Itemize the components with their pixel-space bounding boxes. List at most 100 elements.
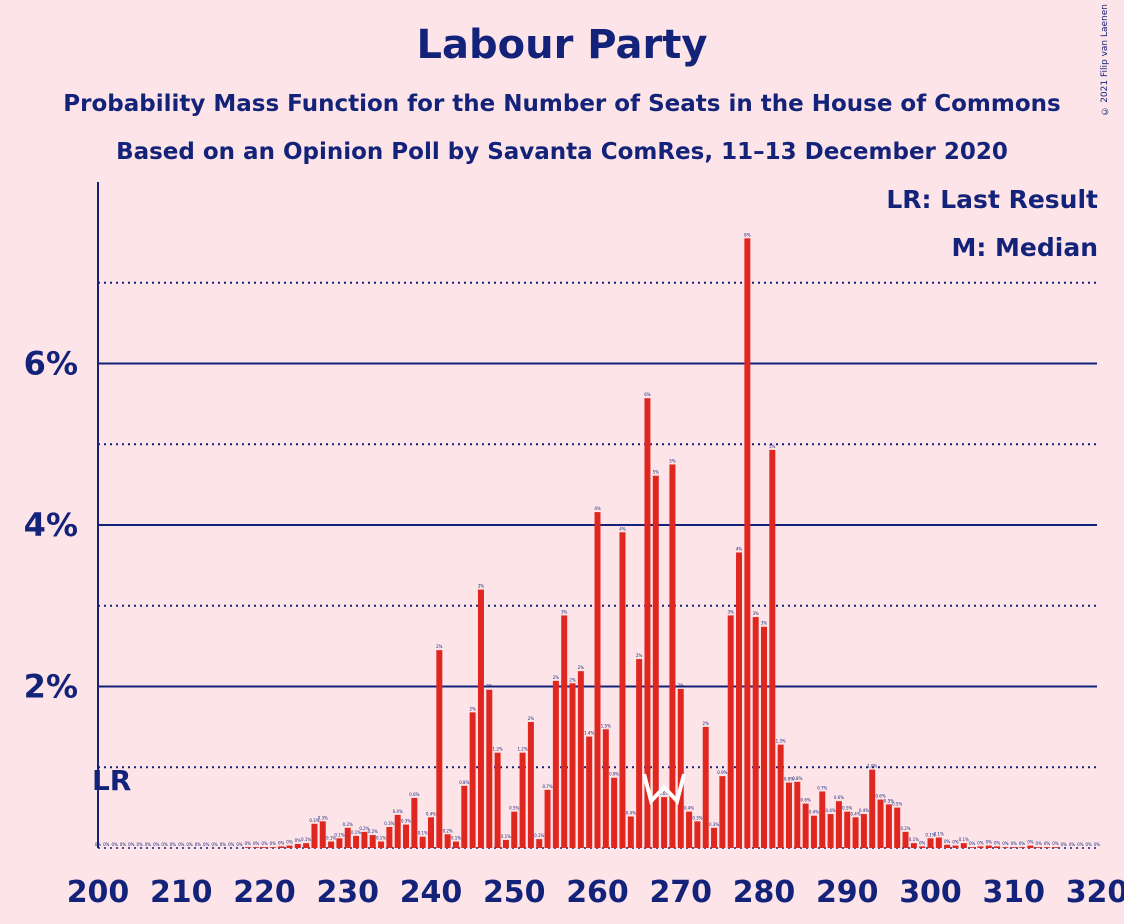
- bar-value-label: 0%: [136, 842, 143, 847]
- bar-value-label: 0%: [178, 842, 185, 847]
- bar-value-label: 0.1%: [451, 836, 461, 841]
- bar-value-label: 4%: [619, 526, 626, 531]
- bar: [869, 769, 876, 848]
- bar: [644, 398, 651, 848]
- bar-value-label: 5%: [653, 470, 660, 475]
- bar: [1010, 847, 1017, 848]
- bar: [910, 843, 917, 848]
- bar: [552, 680, 559, 848]
- bar: [244, 847, 251, 848]
- bar-value-label: 0%: [977, 840, 984, 845]
- bar: [328, 841, 335, 848]
- bar: [777, 744, 784, 848]
- bar: [311, 823, 318, 848]
- x-tick-label: 270: [649, 875, 712, 910]
- bar-value-label: 0.9%: [609, 772, 619, 777]
- x-tick-labels: 200 210 220 230 240 250 260 270 280 290 300 310 320: [67, 875, 1124, 910]
- bar: [369, 835, 376, 848]
- bar: [278, 846, 285, 848]
- bar: [902, 831, 909, 848]
- bar: [761, 626, 767, 848]
- bar-value-label: 5%: [669, 458, 676, 463]
- bar-value-label: 0%: [103, 842, 110, 847]
- bar-value-label: 0%: [253, 841, 260, 846]
- last-result-marker: LR: [92, 764, 131, 797]
- bar-value-label: 0%: [1011, 841, 1018, 846]
- x-tick-label: 200: [67, 875, 130, 910]
- x-tick-label: 210: [150, 875, 213, 910]
- bar-value-label: 0%: [1019, 841, 1026, 846]
- bar: [436, 650, 443, 848]
- bar-value-label: 0.7%: [817, 785, 827, 790]
- bar: [977, 846, 984, 848]
- bar: [661, 797, 668, 848]
- y-tick-labels: 2% 4% 6%: [24, 345, 78, 706]
- bar-value-label: 0%: [270, 841, 277, 846]
- bar: [835, 801, 842, 848]
- bar-value-label: 0.5%: [509, 806, 519, 811]
- bar: [394, 814, 401, 848]
- bar-value-label: 0.2%: [900, 826, 910, 831]
- bar-value-label: 2%: [469, 706, 476, 711]
- median-m-glyph: [642, 773, 687, 806]
- bar: [785, 782, 792, 848]
- bar: [802, 803, 809, 848]
- bar: [727, 615, 734, 848]
- bar-value-label: 2%: [678, 683, 685, 688]
- bar: [952, 845, 959, 848]
- bar: [736, 552, 743, 848]
- bar: [419, 836, 426, 848]
- bar-value-label: 0.4%: [809, 810, 819, 815]
- bar-value-label: 0%: [1061, 842, 1068, 847]
- bar: [344, 827, 351, 848]
- bar: [810, 815, 817, 848]
- bar-value-label: 0%: [153, 842, 160, 847]
- bar: [469, 712, 476, 848]
- bar: [361, 831, 368, 848]
- bar: [960, 843, 967, 848]
- bar-value-label: 0%: [286, 840, 293, 845]
- bar-value-label: 0.1%: [351, 830, 361, 835]
- bar: [1044, 847, 1051, 848]
- bar: [686, 811, 693, 848]
- bar: [636, 659, 643, 848]
- bar: [411, 797, 418, 848]
- bar-value-label: 1.5%: [601, 723, 611, 728]
- chart-subtitle: Probability Mass Function for the Number…: [63, 91, 1061, 117]
- bar-value-label: 1.2%: [517, 747, 527, 752]
- bar: [378, 841, 385, 848]
- bar: [1019, 847, 1026, 848]
- bar: [569, 683, 576, 848]
- bar-value-label: 0.1%: [959, 837, 969, 842]
- bar: [669, 464, 676, 848]
- bar-value-label: 0.3%: [384, 821, 394, 826]
- bar-value-label: 5%: [769, 444, 776, 449]
- bar: [844, 811, 851, 848]
- bar: [652, 475, 659, 848]
- bar: [319, 821, 326, 848]
- bar-value-label: 0.6%: [409, 792, 419, 797]
- bar-value-label: 2%: [636, 653, 643, 658]
- bar: [827, 814, 834, 848]
- bar-value-label: 0.2%: [343, 822, 353, 827]
- bar-value-label: 0.1%: [334, 832, 344, 837]
- bar: [819, 791, 826, 848]
- bar-value-label: 1.3%: [776, 739, 786, 744]
- x-tick-label: 240: [400, 875, 463, 910]
- bar: [577, 671, 584, 848]
- bar: [594, 512, 601, 848]
- bar-value-label: 0.4%: [393, 809, 403, 814]
- bar-value-label: 2%: [486, 684, 493, 689]
- bar: [769, 449, 776, 848]
- bar-value-label: 0%: [986, 840, 993, 845]
- bar-value-label: 0%: [220, 842, 227, 847]
- bar: [303, 843, 310, 848]
- bar: [894, 807, 901, 848]
- bar-value-label: 0.4%: [626, 811, 636, 816]
- bar: [985, 845, 992, 848]
- bar: [261, 847, 268, 848]
- bar-value-label: 0.5%: [884, 798, 894, 803]
- bar: [461, 785, 468, 848]
- y-tick-label: 4%: [24, 506, 78, 544]
